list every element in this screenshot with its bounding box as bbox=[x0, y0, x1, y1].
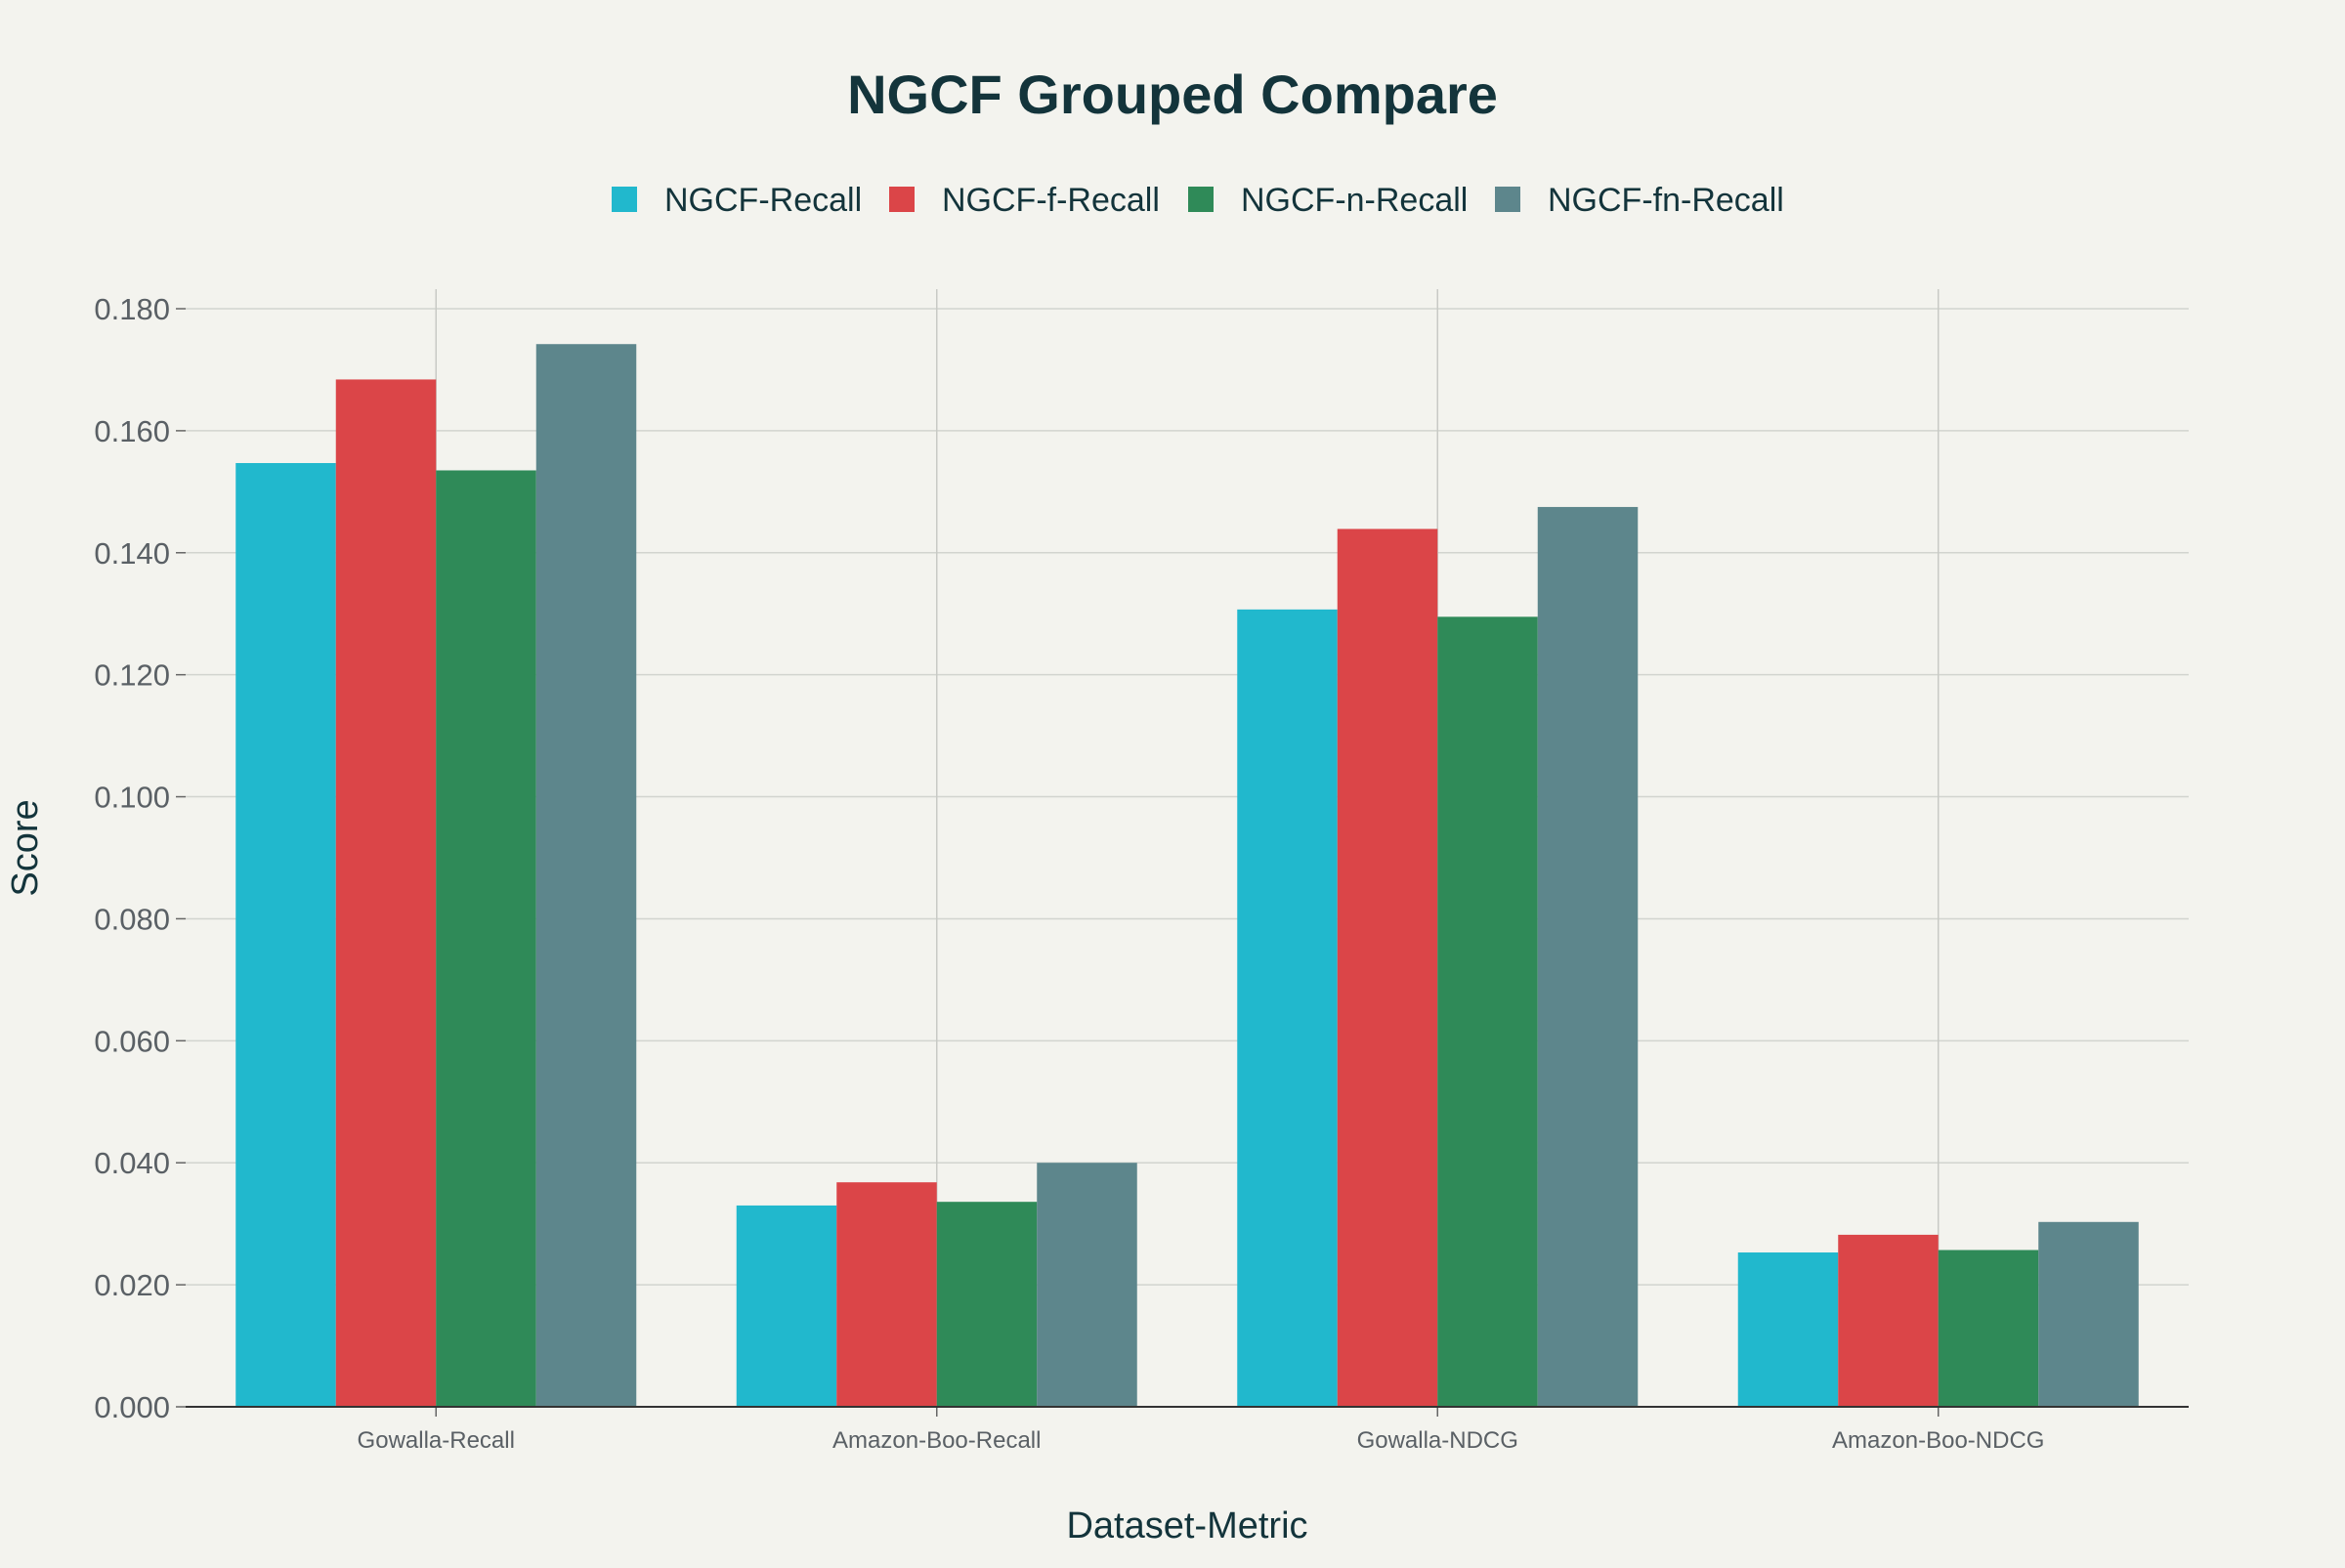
x-tick-label: Gowalla-NDCG bbox=[1357, 1427, 1518, 1454]
x-tick-label: Amazon-Boo-NDCG bbox=[1832, 1427, 2044, 1454]
legend-label: NGCF-fn-Recall bbox=[1548, 182, 1784, 219]
bar-ngcf-n-recall-gowalla-recall bbox=[436, 470, 536, 1407]
legend-swatch bbox=[612, 187, 637, 212]
y-tick-label: 0.120 bbox=[94, 658, 170, 693]
x-tick-label: Amazon-Boo-Recall bbox=[832, 1427, 1041, 1454]
legend-swatch bbox=[889, 187, 915, 212]
x-tick-label: Gowalla-Recall bbox=[358, 1427, 515, 1454]
bar-ngcf-f-recall-gowalla-ndcg bbox=[1337, 529, 1438, 1407]
y-axis-title: Score bbox=[5, 799, 46, 896]
bar-ngcf-fn-recall-gowalla-ndcg bbox=[1537, 506, 1639, 1407]
bar-ngcf-n-recall-amazon-boo-recall bbox=[936, 1202, 1038, 1407]
y-tick-label: 0.140 bbox=[94, 536, 170, 571]
legend-swatch bbox=[1495, 187, 1520, 212]
y-tick-labels: 0.000 0.020 0.040 0.060 0.080 0.100 0.120 0.140… bbox=[94, 292, 170, 1424]
y-tick-label: 0.020 bbox=[94, 1268, 170, 1302]
bar-ngcf-recall-gowalla-recall bbox=[235, 462, 336, 1407]
bar-ngcf-recall-gowalla-ndcg bbox=[1237, 609, 1338, 1407]
legend-swatch bbox=[1188, 187, 1214, 212]
y-tick-label: 0.080 bbox=[94, 902, 170, 936]
bar-ngcf-recall-amazon-boo-ndcg bbox=[1737, 1252, 1839, 1407]
bars bbox=[235, 344, 2139, 1407]
x-axis-title: Dataset-Metric bbox=[1066, 1505, 1307, 1547]
bar-ngcf-n-recall-amazon-boo-ndcg bbox=[1938, 1250, 2039, 1407]
legend-label: NGCF-Recall bbox=[664, 182, 862, 219]
y-tick-label: 0.000 bbox=[94, 1390, 170, 1424]
legend-label: NGCF-f-Recall bbox=[942, 182, 1160, 219]
bar-ngcf-fn-recall-gowalla-recall bbox=[535, 344, 637, 1407]
y-tick-label: 0.160 bbox=[94, 414, 170, 448]
bar-ngcf-f-recall-amazon-boo-recall bbox=[836, 1182, 937, 1407]
legend: NGCF-Recall NGCF-f-Recall NGCF-n-Recall NGC… bbox=[612, 182, 1784, 219]
bar-ngcf-f-recall-amazon-boo-ndcg bbox=[1838, 1234, 1939, 1407]
bar-ngcf-fn-recall-amazon-boo-ndcg bbox=[2038, 1221, 2139, 1407]
x-tick-labels: Gowalla-Recall Amazon-Boo-Recall Gowalla-N… bbox=[358, 1427, 2045, 1454]
bar-ngcf-fn-recall-amazon-boo-recall bbox=[1037, 1163, 1137, 1407]
y-tick-label: 0.180 bbox=[94, 292, 170, 326]
bar-ngcf-f-recall-gowalla-recall bbox=[335, 379, 437, 1407]
y-tick-label: 0.100 bbox=[94, 781, 170, 815]
bar-ngcf-n-recall-gowalla-ndcg bbox=[1437, 616, 1538, 1407]
legend-label: NGCF-n-Recall bbox=[1241, 182, 1468, 219]
bar-ngcf-recall-amazon-boo-recall bbox=[736, 1205, 837, 1407]
y-tick-label: 0.060 bbox=[94, 1024, 170, 1058]
chart-title: NGCF Grouped Compare bbox=[847, 64, 1498, 125]
y-tick-label: 0.040 bbox=[94, 1146, 170, 1180]
